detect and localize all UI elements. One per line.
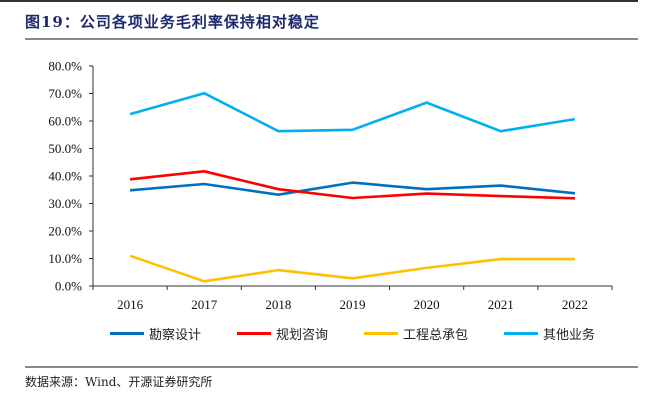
top-border-rule — [0, 0, 638, 2]
y-tick-label: 70.0% — [48, 86, 82, 101]
legend-swatch — [364, 332, 399, 335]
x-tick-label: 2019 — [340, 297, 366, 312]
x-tick-label: 2016 — [117, 297, 144, 312]
x-tick-label: 2022 — [562, 297, 588, 312]
line-chart: 0.0% 10.0% 20.0% 30.0% 40.0% 50.0% 60.0% 70.0% 8… — [48, 59, 613, 312]
legend-label: 其他业务 — [543, 328, 596, 343]
x-tick-label: 2021 — [488, 297, 514, 312]
legend-label: 规划咨询 — [276, 328, 329, 343]
y-axis-labels: 0.0% 10.0% 20.0% 30.0% 40.0% 50.0% 60.0% 70.0% 8… — [48, 59, 82, 294]
x-axis-labels: 2016 2017 2018 2019 2020 2021 2022 — [117, 297, 588, 312]
series-line-1 — [129, 181, 576, 196]
series-line-3 — [129, 254, 575, 283]
chart-series — [129, 91, 576, 283]
x-tick-label: 2020 — [414, 297, 440, 312]
chart-axes — [89, 65, 613, 290]
legend-swatch — [110, 332, 144, 335]
source-rule — [25, 366, 638, 368]
source-note: 数据来源：Wind、开源证券研究所 — [25, 375, 213, 389]
series-line-4 — [129, 91, 576, 133]
legend-item: 其他业务 — [504, 324, 595, 343]
figure-title: 图19：公司各项业务毛利率保持相对稳定 — [25, 13, 320, 31]
chart-legend: 勘察设计 规划咨询 工程总承包 其他业务 — [110, 324, 631, 343]
legend-swatch — [237, 332, 272, 335]
series-line-2 — [129, 170, 575, 200]
y-tick-label: 0.0% — [55, 279, 82, 294]
y-tick-label: 50.0% — [48, 141, 82, 156]
legend-swatch — [504, 332, 539, 335]
y-tick-label: 60.0% — [48, 114, 82, 129]
legend-item: 勘察设计 — [110, 324, 201, 343]
title-underline — [25, 38, 638, 40]
legend-label: 工程总承包 — [403, 328, 469, 343]
x-tick-label: 2017 — [191, 297, 218, 312]
y-tick-label: 20.0% — [48, 224, 82, 239]
y-tick-label: 80.0% — [48, 59, 82, 74]
y-tick-label: 40.0% — [48, 169, 82, 184]
legend-item: 规划咨询 — [237, 324, 328, 343]
x-tick-label: 2018 — [265, 297, 291, 312]
legend-item: 工程总承包 — [364, 324, 468, 343]
y-tick-label: 10.0% — [48, 251, 82, 266]
legend-label: 勘察设计 — [149, 328, 202, 343]
y-tick-label: 30.0% — [48, 196, 82, 211]
